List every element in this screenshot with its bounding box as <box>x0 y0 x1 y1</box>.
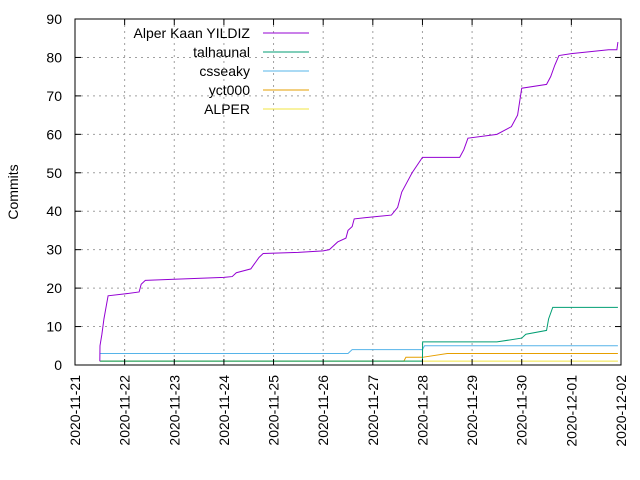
x-tick-label: 2020-11-28 <box>414 375 430 446</box>
series-lines <box>99 42 619 362</box>
series-line-talhaunal <box>99 306 618 362</box>
legend-label-csseaky: csseaky <box>199 63 250 79</box>
x-tick-label: 2020-12-01 <box>563 375 579 447</box>
legend-label-yct000: yct000 <box>209 82 250 98</box>
y-axis-title: Commits <box>5 164 21 219</box>
plot-frame <box>74 18 622 366</box>
grid-lines <box>75 19 621 365</box>
y-tick-label: 70 <box>46 88 62 104</box>
y-tick-label: 30 <box>46 242 62 258</box>
legend-label-alper-kaan-yildiz: Alper Kaan YILDIZ <box>134 25 251 41</box>
y-tick-label: 80 <box>46 49 62 65</box>
legend-label-alper: ALPER <box>204 101 250 117</box>
x-tick-label: 2020-11-29 <box>464 375 480 446</box>
series-line-yct000 <box>99 352 618 362</box>
x-tick-label: 2020-12-02 <box>613 375 629 447</box>
y-tick-label: 40 <box>46 203 62 219</box>
y-tick-label: 60 <box>46 126 62 142</box>
y-tick-label: 0 <box>54 357 62 373</box>
legend: Alper Kaan YILDIZ talhaunal csseaky yct000 A… <box>134 25 309 117</box>
series-line-alper-kaan-yildiz <box>99 42 619 362</box>
y-tick-label: 10 <box>46 319 62 335</box>
x-tick-label: 2020-11-24 <box>216 375 232 446</box>
x-tick-label: 2020-11-23 <box>166 375 182 446</box>
x-tick-label: 2020-11-30 <box>514 375 530 446</box>
x-tick-label: 2020-11-26 <box>315 375 331 446</box>
legend-label-talhaunal: talhaunal <box>193 44 250 60</box>
y-tick-label: 90 <box>46 11 62 27</box>
series-line-csseaky <box>99 345 618 354</box>
y-axis-ticks: 0 10 20 30 40 50 60 70 80 90 <box>46 11 621 373</box>
y-tick-label: 50 <box>46 165 62 181</box>
x-tick-label: 2020-11-25 <box>266 375 282 446</box>
y-tick-label: 20 <box>46 280 62 296</box>
x-tick-label: 2020-11-21 <box>67 375 83 446</box>
x-tick-label: 2020-11-27 <box>365 375 381 446</box>
x-axis-ticks: 2020-11-21 2020-11-22 2020-11-23 2020-11-24… <box>67 19 629 447</box>
x-tick-label: 2020-11-22 <box>117 375 133 446</box>
